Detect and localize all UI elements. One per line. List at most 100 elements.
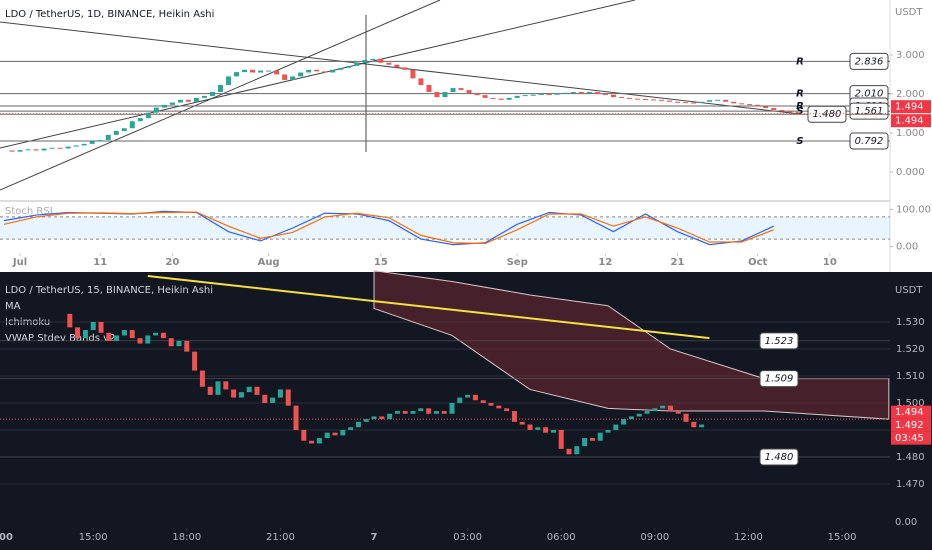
x-tick-label: 11 [93,257,107,268]
candle [519,421,525,425]
candle [660,405,666,409]
candle [644,411,650,414]
x-tick-label: 21 [671,257,685,268]
candle [723,99,729,102]
trend-line [0,0,441,191]
candle [145,335,151,344]
candle [511,411,517,422]
candle [530,94,536,96]
candle [613,424,619,430]
candle [779,109,785,112]
candle [57,147,63,149]
candle [169,102,175,105]
level-tag: R [796,56,804,67]
drawings [0,0,801,191]
candle [370,58,376,61]
candle [309,440,315,444]
y-tick-label: 2.000 [896,89,925,100]
candle [316,438,322,444]
candle [378,58,384,63]
y-tick-label: 0.00 [896,241,918,252]
x-tick-label: 18:00 [172,532,201,543]
candle [433,411,439,414]
x-tick-label: 15:00 [79,532,108,543]
candle [209,92,215,96]
candle [322,71,328,73]
level-box [849,102,889,120]
trend-line [0,0,636,149]
candle [223,381,229,390]
candle [340,429,346,436]
y-tick-label: 1.500 [896,398,925,409]
candle [594,92,600,94]
candle [667,100,673,102]
candle [394,64,400,68]
level-box [849,52,889,70]
stoch-line [3,211,774,245]
y-tick-label: 1.470 [896,479,925,490]
level-box [759,370,799,388]
candle [628,416,634,420]
candle [597,432,603,441]
candle [480,400,486,403]
candle [201,95,207,98]
candle [234,72,240,77]
candle [168,338,174,347]
candle [129,330,135,339]
candle [363,419,369,422]
candle [755,104,761,107]
candle [574,446,580,455]
candle [379,416,385,420]
candle [290,76,296,80]
candle [354,62,360,66]
candle [9,150,15,152]
price-tag-label: 1.494 [895,116,924,127]
candle [586,92,592,94]
candle [298,72,304,77]
candle [270,397,276,403]
candle [153,107,159,113]
candle [535,427,541,430]
candle [231,389,237,398]
candle [362,60,368,63]
candle [739,103,745,105]
y-tick-label: 100.00 [896,205,931,216]
price-tag [891,114,931,128]
candle [634,98,640,100]
price-tag [891,431,931,445]
unit: USDT [895,285,923,296]
candle [17,150,23,152]
candle [41,148,47,151]
candle [25,149,31,151]
x-tick-label: 20 [165,257,179,268]
candle [387,413,393,420]
candle [258,70,264,73]
candle [410,411,416,414]
candle [795,112,801,114]
candle [543,427,549,433]
x-tick-label: 12:00 [734,532,763,543]
candle [434,92,440,98]
candle [636,413,642,417]
candle [332,432,338,436]
candle [589,438,595,441]
candle [626,97,632,99]
candle [426,408,432,414]
candle [472,394,478,401]
candle [554,93,560,95]
stoch-band [0,216,890,240]
candle [621,419,627,425]
candle [185,99,191,102]
candle [207,386,213,395]
candle [441,411,447,414]
candle [160,332,166,339]
candle [324,432,330,439]
unit: USDT [895,7,923,18]
candle [153,332,159,336]
candle [731,101,737,104]
level-label: 1.523 [765,336,794,347]
candle [129,121,135,129]
y-tick-label: 1.520 [896,344,925,355]
candle [566,448,572,455]
